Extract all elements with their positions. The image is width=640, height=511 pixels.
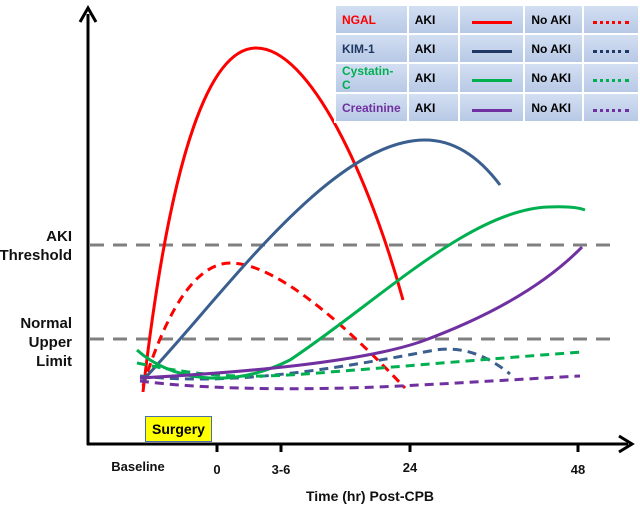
legend-no-aki-label: No AKI [531, 100, 571, 115]
legend-marker-cell: NGAL [336, 6, 407, 33]
series-kim-1-aki [141, 138, 502, 382]
x-tick-0: 0 [213, 462, 221, 477]
legend-no-aki-label: No AKI [531, 71, 571, 85]
legend-no-aki-label: No AKI [531, 41, 571, 56]
series-ngal-no-aki [141, 261, 407, 390]
legend-row: KIM-1 AKI No AKI [336, 35, 638, 62]
legend-dotted-swatch [593, 49, 630, 53]
legend-marker-name: Cystatin-C [342, 64, 394, 92]
legend-no-aki-cell: No AKI [525, 64, 583, 92]
legend-swatch-cell [459, 6, 524, 33]
legend-solid-swatch [471, 20, 512, 24]
legend-aki-label: AKI [414, 12, 436, 27]
legend-dotted-swatch [593, 108, 630, 112]
x-tick-24: 24 [402, 460, 418, 475]
x-axis-title: Time (hr) Post-CPB [305, 488, 435, 504]
legend-aki-cell: AKI [408, 35, 458, 62]
legend-swatch-cell [459, 64, 524, 92]
legend-row: NGAL AKI No AKI [336, 6, 638, 33]
legend-marker-cell: Creatinine [336, 94, 407, 121]
legend-no-aki-cell: No AKI [525, 94, 583, 121]
legend: NGAL AKI No AKI KIM-1 AKI No AKI Cystatin-C AKI… [334, 4, 640, 123]
series-creatinine-aki [139, 245, 584, 380]
x-tick-3-6: 3-6 [271, 462, 291, 477]
legend-aki-cell: AKI [408, 64, 458, 92]
legend-dotted-swatch [593, 20, 630, 24]
series-creatinine-no-aki [139, 374, 581, 391]
legend-solid-swatch [471, 49, 512, 53]
legend-marker-name: KIM-1 [342, 41, 375, 56]
legend-swatch-cell [584, 35, 638, 62]
label-normal-upper-limit: Normal Upper Limit [20, 315, 72, 370]
surgery-label: Surgery [145, 416, 212, 442]
legend-swatch-cell [584, 6, 638, 33]
legend-aki-label: AKI [414, 100, 436, 115]
legend-swatch-cell [584, 94, 638, 121]
legend-aki-cell: AKI [408, 94, 458, 121]
legend-row: Creatinine AKI No AKI [336, 94, 638, 121]
legend-swatch-cell [459, 94, 524, 121]
y-axis-arrow [78, 4, 98, 23]
legend-swatch-cell [584, 64, 638, 92]
legend-aki-cell: AKI [408, 6, 458, 33]
legend-marker-cell: KIM-1 [336, 35, 407, 62]
legend-row: Cystatin-C AKI No AKI [336, 64, 638, 92]
x-axis-arrow [618, 434, 635, 454]
x-tick-baseline: Baseline [111, 459, 165, 474]
legend-swatch-cell [459, 35, 524, 62]
legend-solid-swatch [471, 79, 512, 82]
legend-dotted-swatch [593, 79, 630, 82]
legend-marker-name: NGAL [342, 12, 376, 27]
legend-solid-swatch [471, 108, 512, 112]
legend-aki-label: AKI [414, 41, 436, 56]
series-ngal-aki [141, 46, 405, 393]
legend-no-aki-cell: No AKI [525, 35, 583, 62]
legend-marker-name: Creatinine [342, 100, 401, 115]
legend-marker-cell: Cystatin-C [336, 64, 407, 92]
legend-no-aki-label: No AKI [531, 12, 571, 27]
legend-aki-label: AKI [414, 71, 436, 85]
series-cystatin-c-aki [135, 205, 586, 380]
x-tick-48: 48 [570, 462, 586, 477]
label-aki-threshold: AKI Threshold [0, 228, 72, 264]
legend-no-aki-cell: No AKI [525, 6, 583, 33]
